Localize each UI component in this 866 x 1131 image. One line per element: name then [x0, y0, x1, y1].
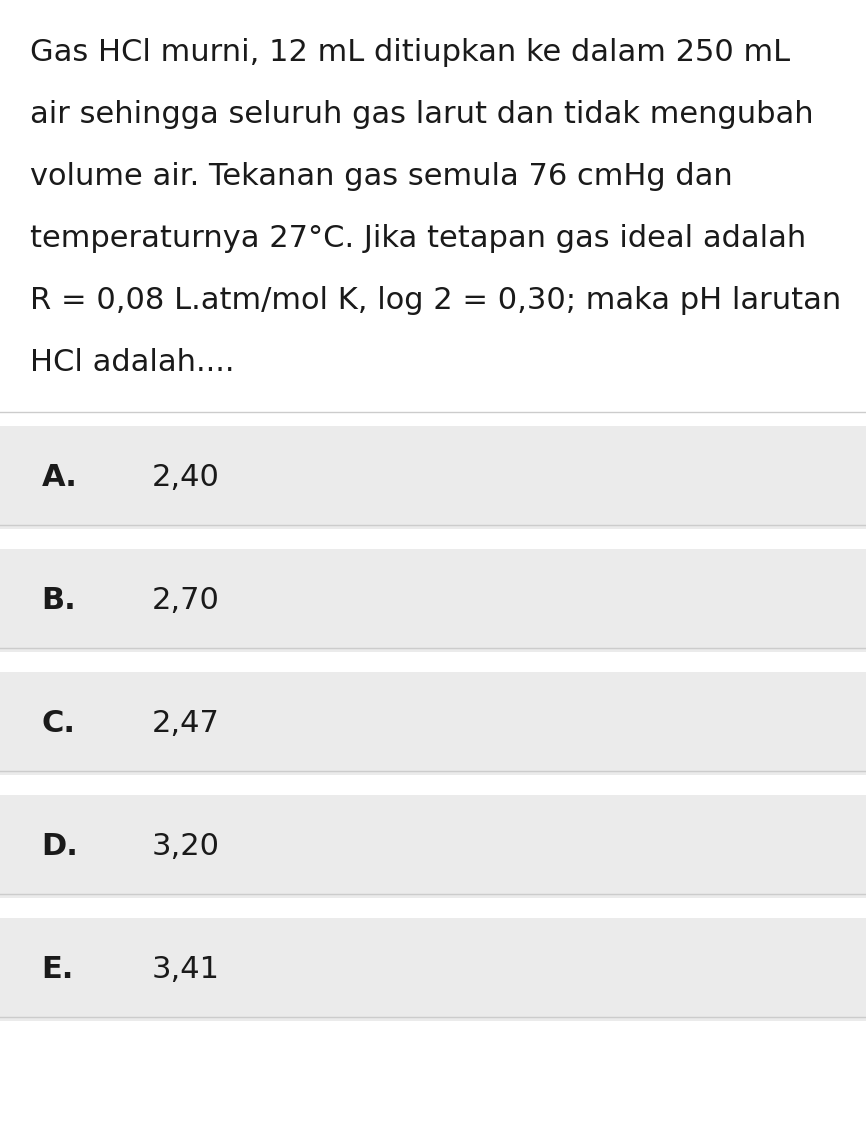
Text: temperaturnya 27°C. Jika tetapan gas ideal adalah: temperaturnya 27°C. Jika tetapan gas ide… — [30, 224, 806, 253]
Text: HCl adalah....: HCl adalah.... — [30, 348, 235, 377]
Text: B.: B. — [42, 586, 76, 615]
Text: 3,41: 3,41 — [152, 955, 220, 984]
Text: air sehingga seluruh gas larut dan tidak mengubah: air sehingga seluruh gas larut dan tidak… — [30, 100, 814, 129]
Text: volume air. Tekanan gas semula 76 cmHg dan: volume air. Tekanan gas semula 76 cmHg d… — [30, 162, 733, 191]
Text: 3,20: 3,20 — [152, 832, 220, 861]
FancyBboxPatch shape — [0, 918, 866, 1021]
Text: A.: A. — [42, 463, 77, 492]
FancyBboxPatch shape — [0, 426, 866, 529]
Text: 2,70: 2,70 — [152, 586, 219, 615]
FancyBboxPatch shape — [0, 795, 866, 898]
Text: 2,40: 2,40 — [152, 463, 219, 492]
FancyBboxPatch shape — [0, 672, 866, 775]
Text: E.: E. — [42, 955, 74, 984]
Text: 2,47: 2,47 — [152, 709, 219, 739]
Text: C.: C. — [42, 709, 75, 739]
Text: R = 0,08 L.atm/mol K, log 2 = 0,30; maka pH larutan: R = 0,08 L.atm/mol K, log 2 = 0,30; maka… — [30, 286, 841, 316]
Text: Gas HCl murni, 12 mL ditiupkan ke dalam 250 mL: Gas HCl murni, 12 mL ditiupkan ke dalam … — [30, 38, 790, 67]
Text: D.: D. — [42, 832, 79, 861]
FancyBboxPatch shape — [0, 549, 866, 651]
